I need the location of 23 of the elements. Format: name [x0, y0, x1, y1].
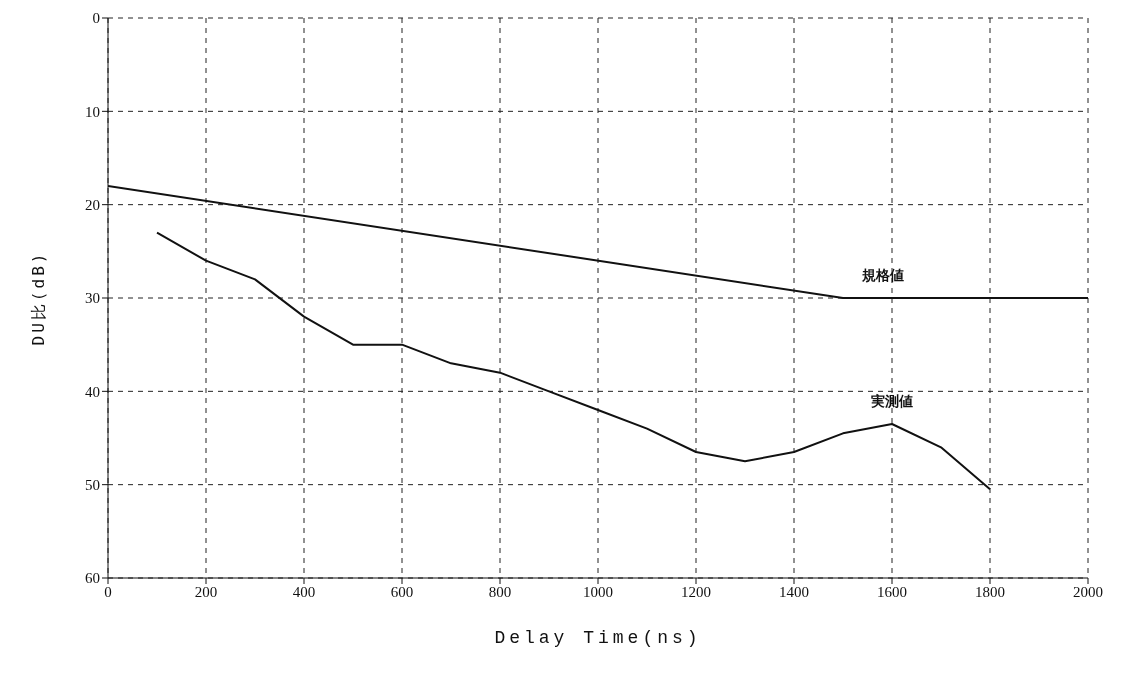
line-series: [156, 231, 991, 491]
x-tick-label: 0: [104, 583, 112, 600]
x-tick-label: 600: [390, 583, 414, 600]
x-tick-label: 800: [488, 583, 512, 600]
x-tick-label: 1000: [583, 583, 613, 600]
y-tick-label: 40: [85, 383, 100, 400]
x-tick-label: 1800: [975, 583, 1005, 600]
y-tick-label: 60: [85, 570, 100, 587]
y-tick-label: 20: [85, 196, 100, 213]
x-tick-label: 1200: [681, 583, 711, 600]
y-tick-label: 50: [85, 476, 100, 493]
x-tick-label: 1400: [779, 583, 809, 600]
series-label: 実測値: [871, 393, 913, 409]
x-tick-label: 1600: [877, 583, 907, 600]
x-tick-label: 2000: [1073, 583, 1103, 600]
x-tick-label: 200: [194, 583, 218, 600]
x-tick-label: 400: [292, 583, 316, 600]
y-axis-title: DU比(dB): [28, 250, 48, 346]
y-tick-label: 0: [92, 10, 100, 27]
x-axis-title: Delay Time(ns): [494, 628, 702, 648]
series-label: 規格値: [861, 267, 904, 283]
y-tick-label: 30: [85, 290, 100, 307]
y-tick-label: 10: [85, 103, 100, 120]
